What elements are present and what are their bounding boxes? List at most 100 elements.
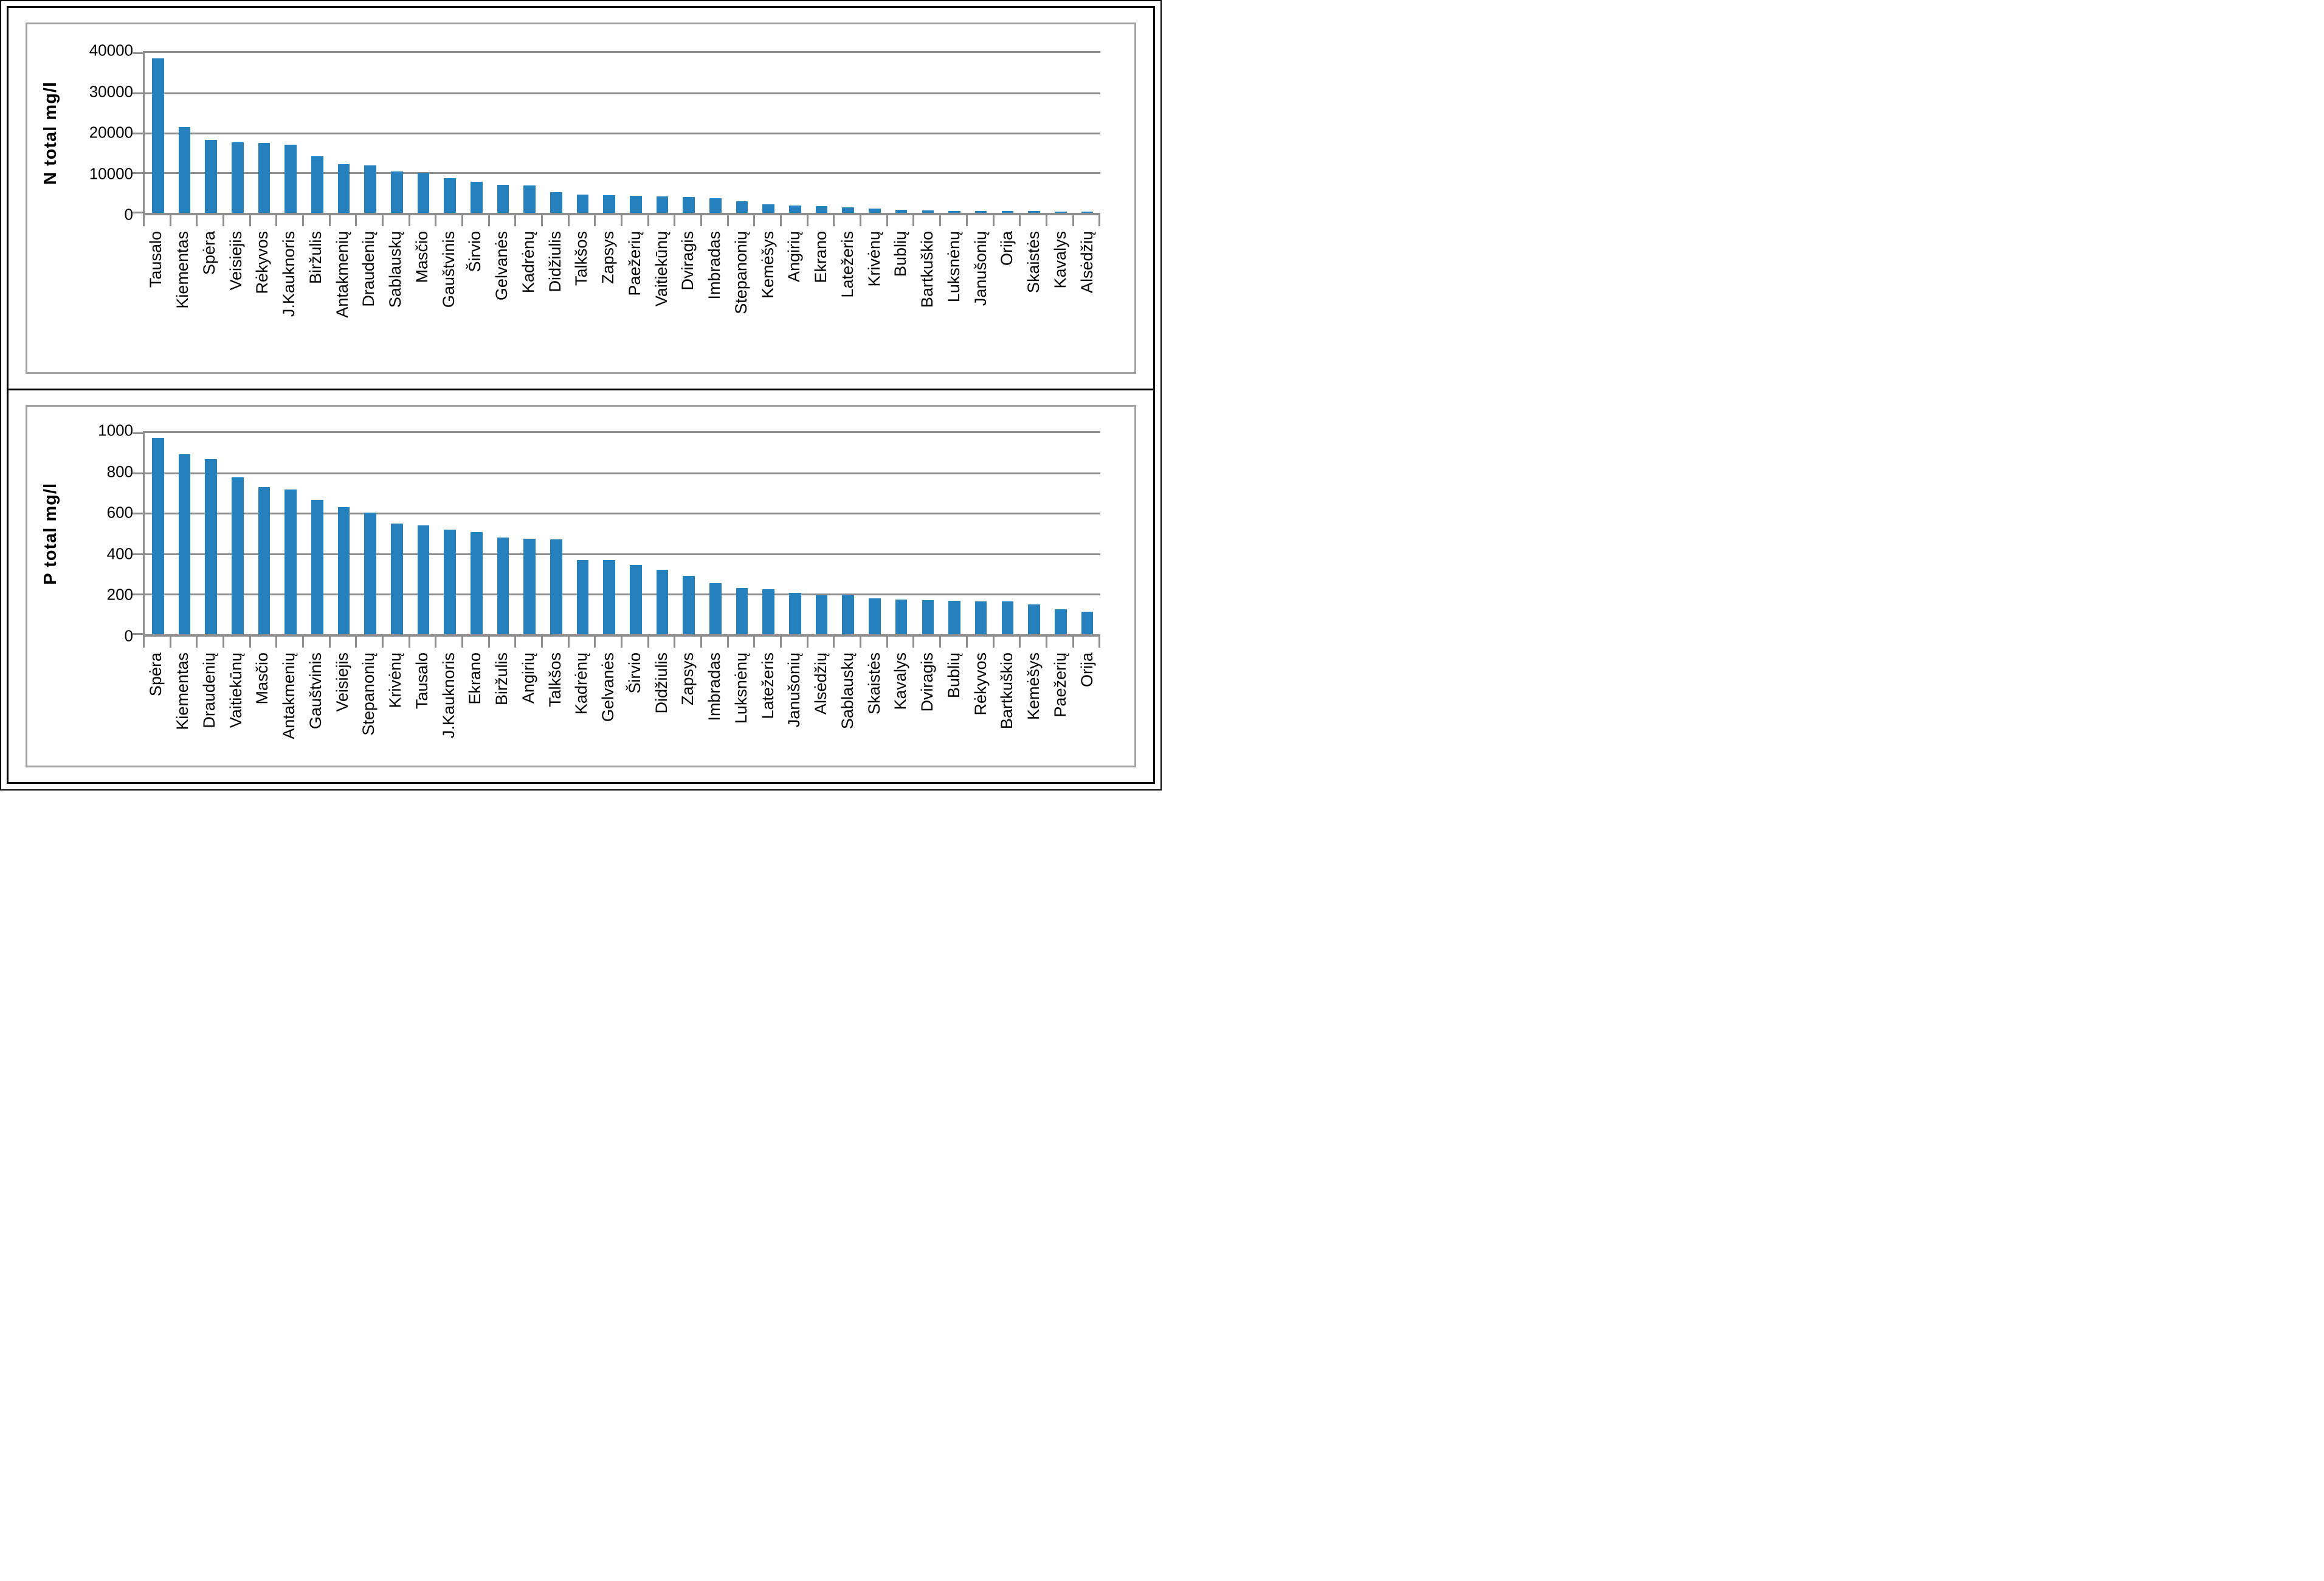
x-axis-tick xyxy=(1074,215,1101,226)
category-label-slot: Skaistės xyxy=(861,652,888,714)
bar-slot xyxy=(410,53,437,213)
y-tick-label: 800 xyxy=(106,462,133,480)
gridline xyxy=(145,553,1100,555)
category-label: Dviragis xyxy=(678,231,697,291)
x-axis-tick xyxy=(755,637,782,648)
category-label: Sablauskų xyxy=(386,231,405,308)
bar-Talkšos xyxy=(576,195,589,213)
bar-Gauštvinis xyxy=(311,499,323,634)
bar-Tausalo xyxy=(152,58,164,213)
bar-Alsėdžių xyxy=(815,594,828,634)
bar-slot xyxy=(516,53,543,213)
x-axis-tick xyxy=(331,637,357,648)
x-axis-tick xyxy=(251,215,278,226)
category-label-slot: Alsėdžių xyxy=(1074,231,1100,293)
x-axis-tick xyxy=(277,215,305,226)
y-axis-tick xyxy=(133,432,143,434)
bar-slot xyxy=(968,433,995,634)
category-label: Alsėdžių xyxy=(1077,231,1096,294)
category-label: Talkšos xyxy=(572,231,591,286)
x-axis-tick xyxy=(596,215,623,226)
gridline xyxy=(145,472,1100,475)
category-label-slot: Talkšos xyxy=(542,652,568,707)
gridline xyxy=(145,172,1100,175)
bar-Sablauskų xyxy=(391,171,403,213)
category-label-slot: Širvio xyxy=(462,231,489,272)
category-label: Tausalo xyxy=(412,652,431,710)
bar-slot xyxy=(755,53,782,213)
figure-page: N total mg/l 40000 30000 20000 10000 0 Tausa… xyxy=(0,0,1162,790)
x-axis-tick xyxy=(410,215,437,226)
category-label-slot: Sablauskų xyxy=(835,652,861,729)
bar-slot xyxy=(331,433,357,634)
category-label: Tausalo xyxy=(147,231,165,288)
bar-slot xyxy=(835,433,861,634)
x-axis-tick xyxy=(171,215,198,226)
bar-slot xyxy=(490,53,517,213)
category-label-slot: J.Kauknoris xyxy=(276,231,303,317)
category-label-slot: Zapsys xyxy=(675,652,702,705)
category-label-slot: Angirių xyxy=(515,652,542,704)
category-label-slot: Kadrėnų xyxy=(568,652,595,714)
bar-slot xyxy=(835,53,861,213)
bar-Masčio xyxy=(258,487,271,634)
category-label-slot: Vaitiekūnų xyxy=(222,652,249,728)
bar-slot xyxy=(357,433,384,634)
category-label-slot: Paežerių xyxy=(622,231,649,296)
y-axis-tick xyxy=(133,633,143,635)
x-axis-tick xyxy=(809,637,835,648)
x-axis-tick xyxy=(888,215,915,226)
bar-Imbradas xyxy=(709,198,722,213)
bar-Gauštvinis xyxy=(444,178,457,213)
x-axis-tick xyxy=(436,215,464,226)
category-label-slot: Spėra xyxy=(143,652,170,696)
category-label: Luksnėnų xyxy=(731,652,750,724)
category-label-slot: Didžiulis xyxy=(648,652,675,714)
category-label: Ekrano xyxy=(812,231,830,283)
bar-slot xyxy=(649,53,676,213)
category-label: Alsėdžių xyxy=(812,652,830,715)
bar-Sablauskų xyxy=(842,595,855,634)
x-axis-tick xyxy=(410,637,437,648)
n-total-chart-panel: N total mg/l 40000 30000 20000 10000 0 Tausa… xyxy=(7,6,1155,390)
bar-slot xyxy=(251,433,278,634)
category-label: Kavalys xyxy=(1050,231,1069,289)
category-label-slot: Alsėdžių xyxy=(808,652,835,714)
category-label-slot: Latežeris xyxy=(754,652,781,719)
x-axis-tick xyxy=(543,637,570,648)
bar-slot xyxy=(782,53,809,213)
x-axis-tick xyxy=(357,637,384,648)
category-label-slot: Janušonių xyxy=(781,652,808,727)
gridline xyxy=(145,513,1100,515)
category-label: Gelvanės xyxy=(599,652,618,722)
category-label: Paežerių xyxy=(1050,652,1069,718)
bar-Spėra xyxy=(205,140,217,213)
category-label: Janušonių xyxy=(971,231,990,306)
x-axis-tick xyxy=(995,637,1021,648)
bar-Širvio xyxy=(630,564,642,634)
bar-Bublių xyxy=(948,601,960,634)
category-label-slot: Imbradas xyxy=(702,652,728,721)
bar-slot xyxy=(675,433,702,634)
x-axis-tick xyxy=(570,215,596,226)
y-axis-tick xyxy=(133,172,143,175)
category-label: Kemėšys xyxy=(758,231,777,299)
bar-Dviragis xyxy=(683,196,695,213)
bar-Biržulis xyxy=(311,156,323,213)
category-label: Kiementas xyxy=(173,652,192,730)
y-axis-tick-labels: 1000 800 600 400 200 0 xyxy=(70,421,143,645)
bar-Krivėnų xyxy=(391,523,403,634)
category-label: Kadrėnų xyxy=(572,652,591,715)
category-label: Orija xyxy=(1077,652,1096,688)
bar-slot xyxy=(1021,53,1047,213)
x-axis-tick xyxy=(224,637,251,648)
category-label-slot: Biržulis xyxy=(489,652,515,705)
category-label-slot: Gelvanės xyxy=(595,652,622,722)
bar-slot xyxy=(463,433,490,634)
x-axis-tick xyxy=(755,215,782,226)
category-label: Latežeris xyxy=(838,231,857,298)
bar-Ekrano xyxy=(471,531,483,634)
y-axis-tick xyxy=(133,553,143,555)
category-label-slot: Krivėnų xyxy=(861,231,888,287)
bar-slot xyxy=(410,433,437,634)
